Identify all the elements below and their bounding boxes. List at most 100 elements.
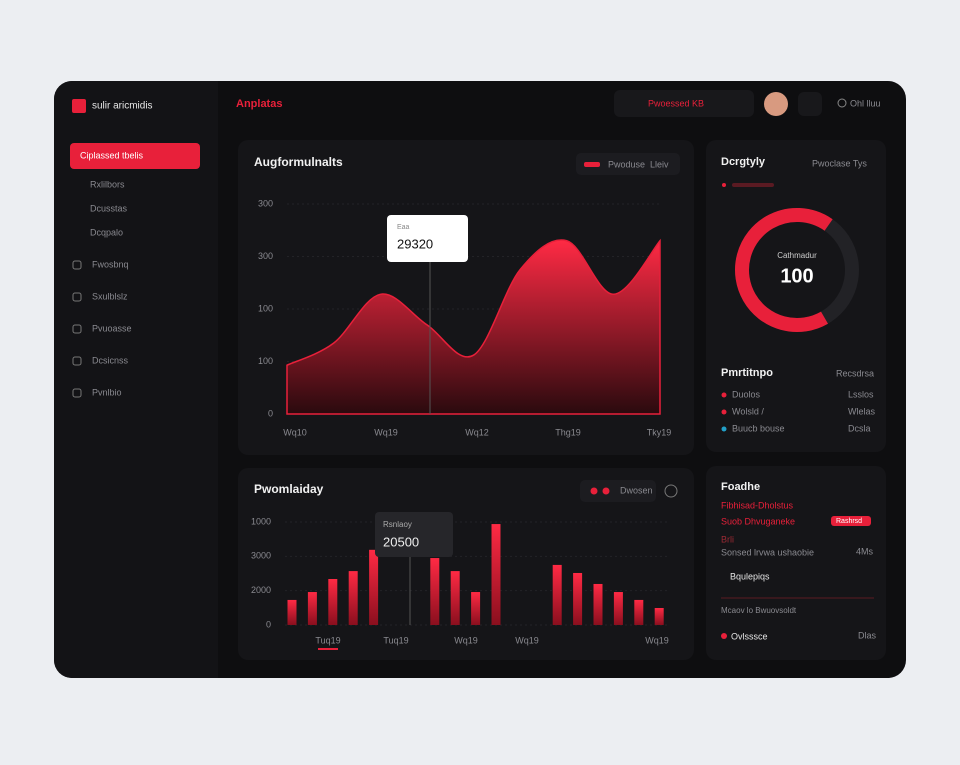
x-tick-label: Tuq19 (315, 635, 340, 645)
nav-icon (72, 260, 82, 270)
x-tick-label: Wq19 (515, 635, 539, 645)
feed-sub: Bqulepiqs (730, 571, 770, 581)
y-tick-label: 3000 (251, 551, 271, 561)
tooltip-label: Rsnlaoy (383, 520, 412, 529)
bar (491, 524, 501, 625)
nav-icon (72, 292, 82, 302)
panel-meta: Recsdrsa (836, 368, 874, 378)
status-icon (837, 98, 847, 108)
bar (307, 592, 317, 625)
tooltip-value: 20500 (383, 534, 419, 549)
panel (706, 140, 886, 452)
panel-meta: Pwoclase Tys (812, 158, 867, 168)
legend-swatch (584, 162, 600, 167)
feed-item: Fibhisad-Dholstus (721, 500, 794, 510)
y-tick-label: 300 (258, 198, 273, 208)
nav-item: Dcusstas (90, 203, 128, 213)
row-value: Wlelas (848, 406, 876, 416)
x-tick-label: Wq19 (645, 635, 669, 645)
panel-title: Pwomlaiday (254, 482, 324, 496)
row-value: Lsslos (848, 389, 874, 399)
y-tick-label: 0 (268, 408, 273, 418)
area (286, 238, 661, 415)
y-tick-label: 0 (266, 619, 271, 629)
badge (831, 516, 871, 526)
feed-note: Mcaov lo Bwuovsoldt (721, 606, 797, 615)
tooltip-label: Eaa (397, 224, 410, 231)
feed-stat: 4Ms (856, 546, 874, 556)
legend-label: Pwoduse (608, 159, 645, 169)
row-label: Buucb bouse (732, 423, 785, 433)
badge-text: Rashrsd (836, 518, 862, 525)
logo (72, 99, 86, 113)
search-text: Pwoessed KB (648, 98, 704, 108)
x-tick-label: Wq10 (283, 427, 307, 437)
x-tick-label: Thg19 (555, 427, 581, 437)
bar (430, 558, 440, 625)
page-title: Anplatas (236, 98, 282, 110)
legend-box[interactable] (576, 153, 680, 175)
nav-item: Fwosbnq (92, 259, 129, 269)
panel (706, 466, 886, 660)
tooltip-value: 29320 (397, 236, 433, 251)
donut-arc (735, 208, 859, 332)
nav-icon (72, 324, 82, 334)
tooltip (387, 215, 468, 262)
nav-item: Sxulblslz (92, 291, 128, 301)
bar (471, 592, 481, 625)
x-tick-label: Tuq19 (383, 635, 408, 645)
nav-icon (72, 388, 82, 398)
feed-footer: Ovlsssce (731, 631, 768, 641)
nav-item: Pvuoasse (92, 323, 132, 333)
bar (552, 564, 562, 625)
panel-title: Dcrgtyly (721, 156, 766, 168)
legend-box[interactable] (580, 480, 656, 502)
panel-title: Augformulnalts (254, 155, 343, 169)
feed-item: Suob Dhvuganeke (721, 516, 795, 526)
row-dot (721, 409, 727, 415)
x-tick-label: Wq19 (374, 427, 398, 437)
x-tick-label: Wq19 (454, 635, 478, 645)
bar (369, 549, 379, 625)
y-tick-label: 1000 (251, 516, 271, 526)
bar (573, 572, 583, 625)
row-dot (721, 426, 727, 432)
tooltip (375, 512, 453, 557)
y-tick-label: 2000 (251, 585, 271, 595)
legend-swatch (590, 487, 598, 495)
nav-icon (72, 356, 82, 366)
search-box[interactable] (614, 90, 754, 117)
nav: Rxlilbors Dcusstas Dcqpalo Fwosbnq Sxulblslz… (72, 179, 132, 398)
feed-footer-meta: Dlas (858, 630, 877, 640)
bar (634, 599, 644, 625)
donut-label: Cathmadur (777, 251, 817, 260)
donut-center: 100 (780, 265, 813, 287)
feed-item: Sonsed lrvwa ushaobie (721, 547, 814, 557)
nav-item: Pvnlbio (92, 387, 122, 397)
legend-label: Dwosen (620, 485, 653, 495)
nav-active[interactable] (70, 143, 200, 169)
bar (287, 599, 297, 625)
bar (328, 578, 338, 625)
nav-item: Dcsicnss (92, 355, 129, 365)
progress (732, 183, 774, 187)
user-name: Ohl lluu (850, 98, 881, 108)
bar (654, 608, 664, 625)
panel-title: Pmrtitnpo (721, 367, 773, 379)
bar (593, 583, 603, 625)
toggle[interactable] (664, 484, 678, 498)
bar (613, 592, 623, 625)
row-label: Wolsld / (732, 406, 764, 416)
row-value: Dcsla (848, 423, 871, 433)
avatar[interactable] (764, 92, 788, 116)
icon-button[interactable] (798, 92, 822, 116)
bar (348, 571, 358, 625)
sidebar (54, 81, 218, 678)
legend-label: Lleiv (650, 159, 669, 169)
y-tick-label: 100 (258, 303, 273, 313)
brand: sulir aricmidis (92, 101, 153, 112)
y-tick-label: 300 (258, 251, 273, 261)
x-tick-label: Tky19 (647, 427, 672, 437)
panel-title: Foadhe (721, 481, 760, 493)
